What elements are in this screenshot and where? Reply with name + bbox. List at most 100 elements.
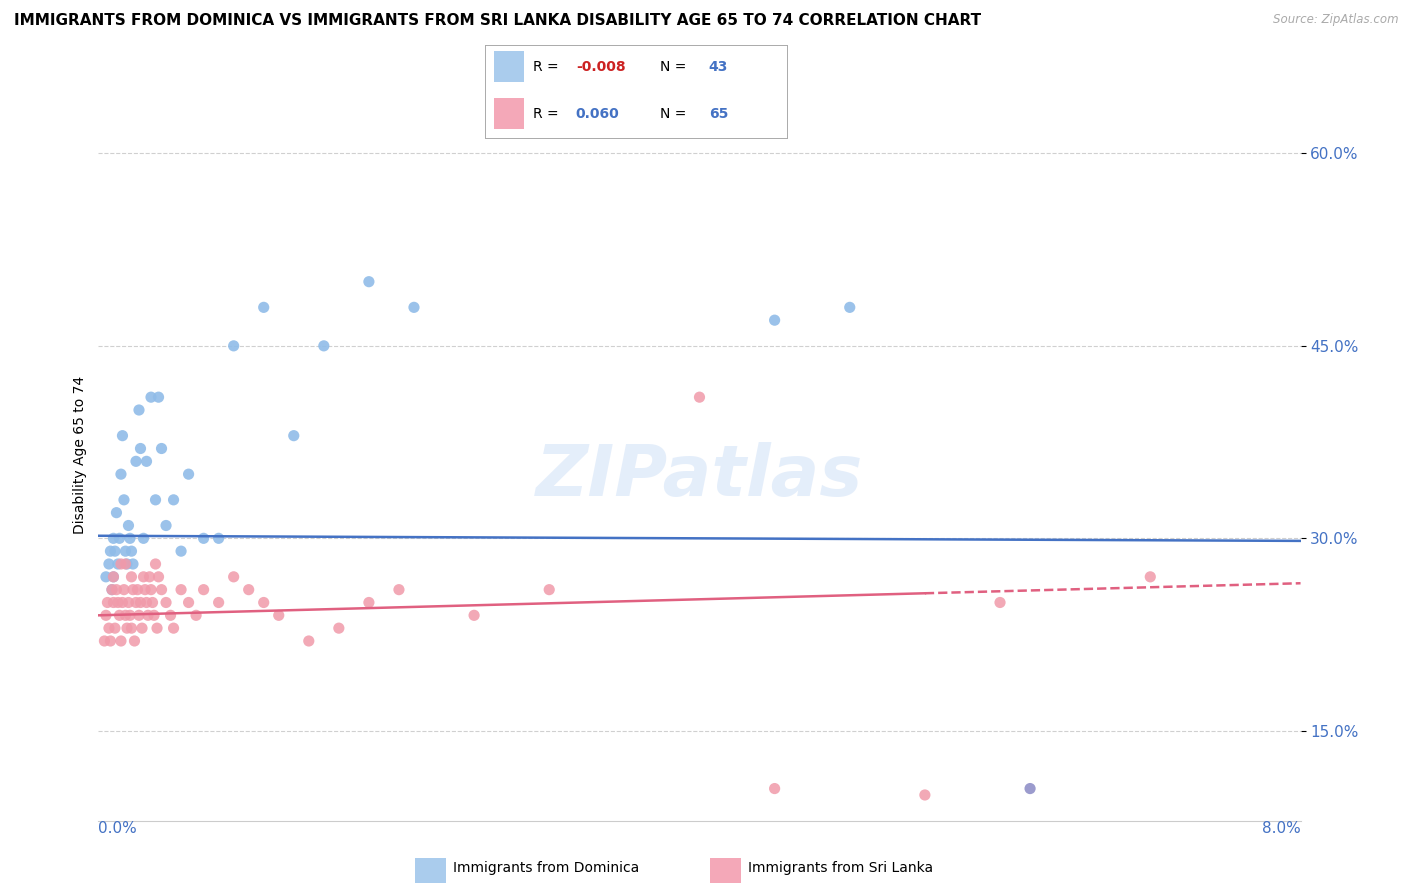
Point — [763, 781, 786, 796]
Point — [538, 582, 561, 597]
Text: N =: N = — [661, 60, 692, 74]
Point — [112, 582, 135, 597]
Point — [111, 428, 134, 442]
Point — [94, 570, 117, 584]
Point — [101, 582, 124, 597]
Point — [118, 532, 141, 546]
Bar — [494, 51, 524, 82]
Point — [121, 544, 143, 558]
Point — [107, 557, 129, 571]
Point — [132, 532, 155, 546]
Point — [122, 582, 145, 597]
Point — [107, 595, 129, 609]
Point — [100, 544, 122, 558]
Point — [838, 301, 860, 315]
Point — [135, 454, 157, 468]
Point — [238, 582, 260, 597]
Point — [114, 544, 136, 558]
Text: 65: 65 — [709, 107, 728, 121]
Text: Immigrants from Dominica: Immigrants from Dominica — [453, 861, 638, 875]
Point — [193, 582, 215, 597]
Point — [170, 582, 193, 597]
Text: 8.0%: 8.0% — [1261, 821, 1301, 836]
Point — [184, 608, 207, 623]
Point — [763, 313, 786, 327]
Text: 43: 43 — [709, 60, 728, 74]
Bar — [494, 98, 524, 129]
Text: -0.008: -0.008 — [576, 60, 626, 74]
Point — [128, 403, 150, 417]
Text: N =: N = — [661, 107, 692, 121]
Point — [105, 582, 128, 597]
Point — [388, 582, 411, 597]
Point — [208, 532, 231, 546]
Point — [131, 621, 153, 635]
Point — [138, 570, 160, 584]
Point — [253, 301, 276, 315]
Point — [103, 570, 125, 584]
Point — [93, 634, 115, 648]
Point — [170, 544, 193, 558]
Point — [129, 442, 152, 456]
Point — [688, 390, 710, 404]
Point — [122, 557, 145, 571]
Point — [114, 557, 136, 571]
Point — [357, 275, 380, 289]
Point — [1019, 781, 1042, 796]
Point — [155, 518, 177, 533]
Point — [312, 339, 335, 353]
Point — [177, 595, 200, 609]
Point — [124, 634, 146, 648]
Point — [110, 634, 132, 648]
Text: Immigrants from Sri Lanka: Immigrants from Sri Lanka — [748, 861, 934, 875]
Point — [193, 532, 215, 546]
Point — [139, 582, 162, 597]
Text: 0.060: 0.060 — [576, 107, 620, 121]
Point — [328, 621, 350, 635]
Point — [141, 595, 163, 609]
Point — [148, 390, 170, 404]
Point — [103, 595, 125, 609]
Point — [143, 608, 166, 623]
Point — [463, 608, 485, 623]
Point — [105, 506, 128, 520]
Point — [135, 595, 157, 609]
Point — [108, 608, 131, 623]
Point — [162, 621, 184, 635]
Point — [103, 570, 125, 584]
Text: R =: R = — [533, 107, 564, 121]
Text: ZIPatlas: ZIPatlas — [536, 442, 863, 511]
Point — [121, 570, 143, 584]
Point — [115, 621, 138, 635]
Point — [94, 608, 117, 623]
Point — [132, 570, 155, 584]
Point — [100, 634, 122, 648]
Point — [402, 301, 425, 315]
Point — [145, 492, 167, 507]
Point — [115, 557, 138, 571]
Point — [97, 621, 120, 635]
Point — [97, 557, 120, 571]
Point — [96, 595, 118, 609]
Point — [283, 428, 305, 442]
Point — [136, 608, 159, 623]
Point — [177, 467, 200, 482]
Point — [159, 608, 181, 623]
Point — [114, 608, 136, 623]
Point — [125, 454, 148, 468]
Point — [357, 595, 380, 609]
Point — [162, 492, 184, 507]
Point — [108, 532, 131, 546]
Point — [117, 518, 139, 533]
Point — [128, 608, 150, 623]
Point — [148, 570, 170, 584]
Point — [117, 595, 139, 609]
Point — [129, 595, 152, 609]
Point — [125, 595, 148, 609]
Point — [988, 595, 1011, 609]
Point — [103, 532, 125, 546]
Point — [145, 557, 167, 571]
Point — [150, 442, 173, 456]
Point — [208, 595, 231, 609]
Text: IMMIGRANTS FROM DOMINICA VS IMMIGRANTS FROM SRI LANKA DISABILITY AGE 65 TO 74 CO: IMMIGRANTS FROM DOMINICA VS IMMIGRANTS F… — [14, 13, 981, 29]
